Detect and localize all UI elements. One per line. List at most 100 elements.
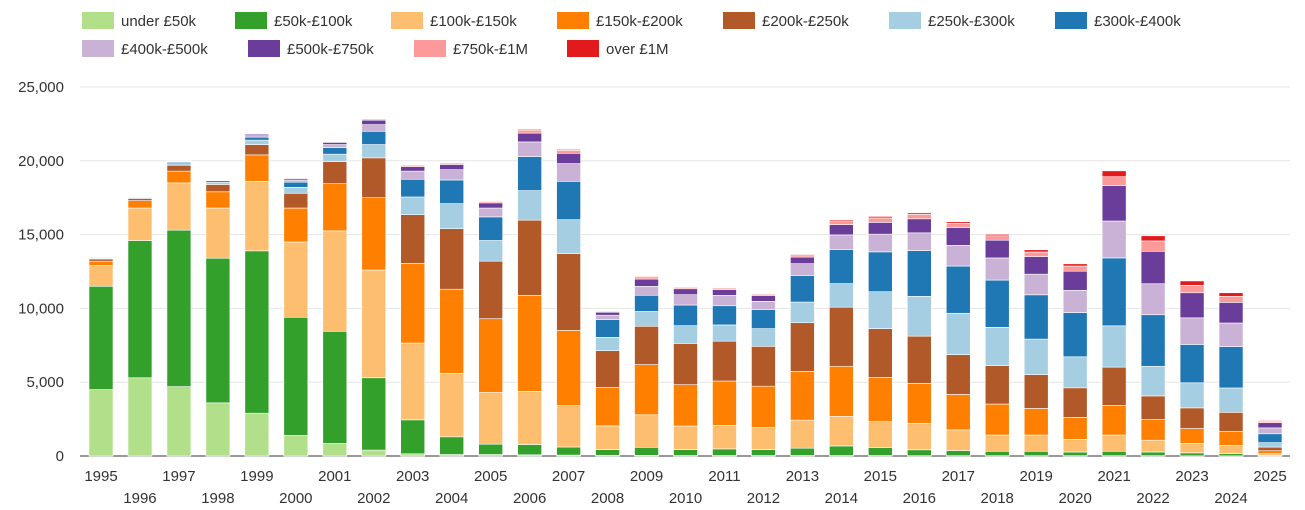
bar-segment bbox=[283, 241, 309, 318]
bar-segment bbox=[984, 239, 1010, 259]
bar-segment bbox=[945, 245, 971, 267]
bar-segment bbox=[400, 166, 426, 172]
legend-item[interactable]: £250k-£300k bbox=[889, 12, 1015, 30]
bar-segment bbox=[751, 295, 776, 302]
x-tick-label: 2000 bbox=[279, 490, 312, 507]
bar-stack bbox=[945, 221, 971, 457]
x-tick-label: 1998 bbox=[201, 490, 234, 507]
bar-segment bbox=[361, 269, 387, 379]
bar-segment bbox=[634, 325, 659, 365]
bar-segment bbox=[751, 301, 776, 310]
bar-segment bbox=[906, 232, 932, 251]
bar-segment bbox=[984, 279, 1010, 328]
bar-segment bbox=[361, 144, 387, 159]
bar-segment bbox=[1023, 338, 1049, 375]
bar-segment bbox=[322, 142, 348, 145]
x-tick-label: 2011 bbox=[708, 468, 740, 485]
legend-label: £200k-£250k bbox=[762, 13, 849, 30]
bar-segment bbox=[868, 251, 893, 293]
bar-segment bbox=[1062, 356, 1088, 389]
legend-swatch bbox=[1055, 12, 1087, 29]
legend-item[interactable]: over £1M bbox=[567, 40, 669, 58]
bar-segment bbox=[1140, 366, 1166, 397]
bar-stack bbox=[1257, 420, 1283, 457]
bar-segment bbox=[829, 283, 854, 308]
bar-segment bbox=[1218, 292, 1244, 297]
x-tick-label: 1999 bbox=[240, 468, 273, 485]
x-tick-label: 1995 bbox=[84, 468, 117, 485]
legend-item[interactable]: £50k-£100k bbox=[235, 12, 353, 30]
bar-segment bbox=[945, 221, 971, 224]
bar-segment bbox=[868, 233, 893, 253]
bar-segment bbox=[906, 212, 932, 215]
bar-stack bbox=[1179, 280, 1205, 457]
legend-swatch bbox=[557, 12, 589, 29]
bar-segment bbox=[673, 384, 698, 427]
bar-segment bbox=[751, 309, 776, 329]
bar-segment bbox=[1023, 249, 1049, 253]
bar-segment bbox=[556, 181, 581, 220]
bar-segment bbox=[945, 429, 971, 451]
bar-segment bbox=[1023, 408, 1049, 436]
legend-item[interactable]: £400k-£500k bbox=[82, 40, 208, 58]
bar-segment bbox=[244, 144, 270, 156]
bar-segment bbox=[556, 253, 581, 331]
bar-segment bbox=[127, 200, 153, 209]
bar-segment bbox=[1101, 325, 1127, 368]
bar-segment bbox=[205, 184, 231, 193]
bar-stack bbox=[1023, 249, 1049, 457]
x-tick-label: 2014 bbox=[825, 490, 858, 507]
bar-segment bbox=[595, 387, 620, 427]
bar-segment bbox=[517, 219, 542, 296]
bar-stack bbox=[439, 162, 465, 457]
legend-swatch bbox=[414, 40, 446, 57]
legend-item[interactable]: £300k-£400k bbox=[1055, 12, 1181, 30]
bar-segment bbox=[283, 181, 309, 188]
bar-segment bbox=[1023, 450, 1049, 457]
x-tick-label: 2010 bbox=[669, 490, 702, 507]
bar-segment bbox=[712, 424, 737, 450]
bar-segment bbox=[945, 354, 971, 395]
bar-segment bbox=[868, 216, 893, 219]
bar-segment bbox=[166, 182, 192, 231]
bar-segment bbox=[906, 422, 932, 451]
bar-segment bbox=[712, 340, 737, 382]
bar-segment bbox=[1101, 257, 1127, 327]
legend-item[interactable]: £200k-£250k bbox=[723, 12, 849, 30]
bar-segment bbox=[439, 179, 465, 204]
bar-segment bbox=[829, 306, 854, 367]
bar-segment bbox=[361, 119, 387, 125]
bar-segment bbox=[1257, 450, 1283, 455]
bar-segment bbox=[634, 275, 659, 278]
bar-segment bbox=[829, 365, 854, 417]
bar-segment bbox=[439, 288, 465, 374]
legend-item[interactable]: under £50k bbox=[82, 12, 197, 30]
legend-item[interactable]: £150k-£200k bbox=[557, 12, 683, 30]
bar-segment bbox=[868, 377, 893, 422]
bar-segment bbox=[790, 263, 815, 276]
bar-segment bbox=[1218, 322, 1244, 347]
bar-segment bbox=[1062, 387, 1088, 418]
legend-label: £500k-£750k bbox=[287, 41, 374, 58]
legend-item[interactable]: £500k-£750k bbox=[248, 40, 374, 58]
bar-segment bbox=[1218, 387, 1244, 413]
bar-segment bbox=[439, 436, 465, 455]
legend-item[interactable]: £750k-£1M bbox=[414, 40, 528, 58]
bar-segment bbox=[1257, 420, 1283, 422]
bar-segment bbox=[1179, 292, 1205, 319]
legend-item[interactable]: £100k-£150k bbox=[391, 12, 517, 30]
bar-stack bbox=[906, 212, 932, 457]
bar-segment bbox=[829, 234, 854, 250]
bar-segment bbox=[984, 257, 1010, 281]
bar-segment bbox=[361, 449, 387, 457]
bar-segment bbox=[283, 187, 309, 194]
bar-segment bbox=[127, 198, 153, 201]
bar-segment bbox=[829, 445, 854, 456]
bar-segment bbox=[945, 222, 971, 228]
bar-segment bbox=[1062, 263, 1088, 267]
bar-segment bbox=[1101, 450, 1127, 457]
bar-segment bbox=[322, 330, 348, 444]
bar-segment bbox=[868, 328, 893, 378]
bar-segment bbox=[634, 414, 659, 448]
bar-segment bbox=[790, 253, 815, 256]
